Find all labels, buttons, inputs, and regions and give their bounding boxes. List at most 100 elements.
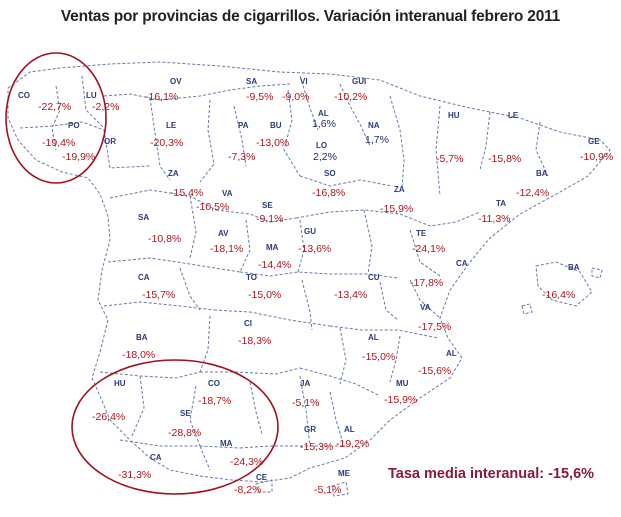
province-abbr-26: GU: [304, 227, 316, 236]
province-abbr-15: LE: [508, 111, 519, 120]
province-value-18: -10,5%: [196, 201, 229, 213]
province-value-1: -2,2%: [92, 101, 119, 113]
province-abbr-10: PA: [238, 121, 249, 130]
province-value-7: -10,2%: [334, 91, 367, 103]
province-value-41: -15,9%: [384, 394, 417, 406]
map-title: Ventas por provincias de cigarrillos. Va…: [60, 8, 561, 25]
province-abbr-21: BA: [536, 169, 548, 178]
province-value-20: -15,9%: [380, 203, 413, 215]
province-abbr-19: SO: [324, 169, 336, 178]
province-value-16: -10,9%: [580, 151, 613, 163]
province-abbr-5: SA: [246, 77, 257, 86]
province-abbr-0: CO: [18, 91, 30, 100]
province-value-43: -28,8%: [168, 427, 201, 439]
province-abbr-12: NA: [368, 121, 380, 130]
province-abbr-34: VA: [420, 303, 431, 312]
province-value-10: -7,3%: [228, 151, 255, 163]
province-value-4: -16,1%: [145, 91, 178, 103]
province-abbr-38: AL: [446, 349, 457, 358]
province-value-9: -20,3%: [150, 137, 183, 149]
province-abbr-23: SE: [262, 201, 273, 210]
province-abbr-25: AV: [218, 229, 229, 238]
province-abbr-47: CA: [150, 453, 162, 462]
province-abbr-6: VI: [300, 77, 308, 86]
province-abbr-1: LU: [86, 91, 97, 100]
province-value-25: -18,1%: [210, 243, 243, 255]
province-value-28: -24,1%: [412, 243, 445, 255]
highlight-ellipse-andalucia: [71, 359, 279, 495]
province-value-11: -13,0%: [256, 137, 289, 149]
province-borders: [19, 75, 549, 471]
province-value-27: -14,4%: [258, 259, 291, 271]
province-value-6: -9,0%: [282, 91, 309, 103]
province-abbr-41: MU: [396, 379, 409, 388]
province-value-26: -13,6%: [298, 243, 331, 255]
province-abbr-39: CO: [208, 379, 220, 388]
province-value-42: -26,4%: [92, 411, 125, 423]
province-abbr-44: GR: [304, 425, 316, 434]
coastline: [7, 61, 611, 497]
province-abbr-2: PO: [68, 121, 80, 130]
province-value-13: 2,2%: [313, 151, 337, 163]
province-value-36: -18,0%: [122, 349, 155, 361]
province-value-3: -19,9%: [62, 151, 95, 163]
province-abbr-35: CI: [244, 319, 252, 328]
province-abbr-33: BA: [568, 263, 580, 272]
province-abbr-32: CA: [456, 259, 468, 268]
province-labels: CO -22,7% LU-2,2% PO -19,4% OR -19,9% OV -16,1% S…: [18, 77, 613, 496]
province-abbr-17: ZA: [168, 169, 179, 178]
province-value-0: -22,7%: [38, 101, 71, 113]
province-abbr-46: MA: [220, 439, 233, 448]
province-abbr-40: JA: [300, 379, 310, 388]
province-abbr-8: AL: [318, 109, 329, 118]
province-abbr-30: TO: [246, 273, 257, 282]
province-value-34: -17,5%: [418, 321, 451, 333]
province-abbr-24: SA: [138, 213, 149, 222]
province-abbr-43: SE: [180, 409, 191, 418]
province-abbr-16: GE: [588, 137, 600, 146]
province-abbr-29: CA: [138, 273, 150, 282]
province-abbr-11: BU: [270, 121, 282, 130]
province-abbr-45: AL: [344, 425, 355, 434]
province-value-12: 1,7%: [365, 134, 389, 146]
province-abbr-28: TE: [416, 229, 427, 238]
province-abbr-49: ME: [338, 469, 351, 478]
province-abbr-22: TA: [496, 199, 506, 208]
average-rate-note: Tasa media interanual: -15,6%: [388, 466, 595, 482]
province-value-44: -15,3%: [300, 441, 333, 453]
province-value-31: -13,4%: [334, 289, 367, 301]
province-value-2: -19,4%: [42, 137, 75, 149]
province-abbr-31: CU: [368, 273, 380, 282]
province-value-14: -5,7%: [436, 153, 463, 165]
province-value-40: -5,1%: [292, 397, 319, 409]
province-value-32: -17,8%: [410, 277, 443, 289]
province-abbr-9: LE: [166, 121, 177, 130]
province-abbr-3: OR: [104, 137, 116, 146]
province-value-5: -9,5%: [246, 91, 273, 103]
province-value-23: -9,1%: [256, 213, 283, 225]
province-value-17: -15,4%: [170, 187, 203, 199]
province-value-49: -5,1%: [314, 484, 341, 496]
province-value-21: -12,4%: [516, 187, 549, 199]
province-value-33: -16,4%: [542, 289, 575, 301]
province-abbr-20: ZA: [394, 185, 405, 194]
province-value-30: -15,0%: [248, 289, 281, 301]
province-abbr-36: BA: [136, 333, 148, 342]
province-value-24: -10,8%: [148, 233, 181, 245]
province-value-35: -18,3%: [238, 335, 271, 347]
province-value-38: -15,6%: [418, 365, 451, 377]
province-value-8: 1,6%: [312, 118, 336, 130]
province-value-29: -15,7%: [142, 289, 175, 301]
province-abbr-13: LO: [316, 141, 327, 150]
province-abbr-4: OV: [170, 77, 182, 86]
province-abbr-18: VA: [222, 189, 233, 198]
province-abbr-42: HU: [114, 379, 126, 388]
province-abbr-27: MA: [266, 243, 279, 252]
province-value-37: -15,0%: [362, 351, 395, 363]
province-value-15: -15,8%: [488, 153, 521, 165]
province-abbr-37: AL: [368, 333, 379, 342]
province-value-47: -31,3%: [118, 469, 151, 481]
province-value-22: -11,3%: [478, 213, 511, 225]
province-value-48: -8,2%: [234, 484, 261, 496]
